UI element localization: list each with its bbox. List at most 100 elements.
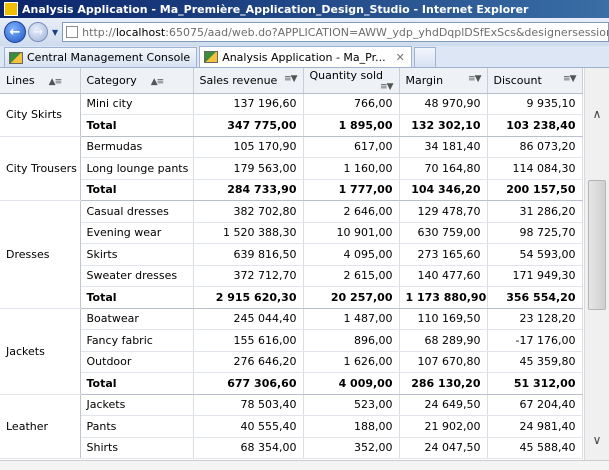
quantity-sold-cell[interactable]: 1 160,00 <box>303 157 400 180</box>
sales-revenue-cell[interactable]: 382 702,80 <box>193 200 304 223</box>
category-cell[interactable]: Shirts <box>80 437 194 459</box>
sales-revenue-cell[interactable]: 78 503,40 <box>193 394 304 416</box>
margin-cell[interactable]: 286 130,20 <box>399 372 488 395</box>
discount-cell[interactable]: 23 128,20 <box>487 308 583 330</box>
header-margin[interactable]: Margin ≡▼ <box>399 68 488 94</box>
history-dropdown-icon[interactable]: ▼ <box>52 27 59 37</box>
category-cell[interactable]: Sweater dresses <box>80 265 194 287</box>
sales-revenue-cell[interactable]: 155 616,00 <box>193 329 304 352</box>
line-cell[interactable]: Jackets <box>0 308 81 395</box>
forward-arrow-icon[interactable]: → <box>28 22 48 42</box>
discount-cell[interactable]: 45 588,40 <box>487 437 583 459</box>
discount-cell[interactable]: 54 593,00 <box>487 243 583 266</box>
category-cell[interactable]: Total <box>80 372 194 395</box>
new-tab-button[interactable] <box>413 47 436 67</box>
sales-revenue-cell[interactable]: 1 520 388,30 <box>193 222 304 244</box>
quantity-sold-cell[interactable]: 1 487,00 <box>303 308 400 330</box>
category-cell[interactable]: Evening wear <box>80 222 194 244</box>
scroll-down-icon[interactable]: ∨ <box>592 433 602 447</box>
margin-cell[interactable]: 21 902,00 <box>399 415 488 438</box>
margin-cell[interactable]: 110 169,50 <box>399 308 488 330</box>
margin-cell[interactable]: 129 478,70 <box>399 200 488 223</box>
sales-revenue-cell[interactable]: 284 733,90 <box>193 179 304 201</box>
margin-cell[interactable]: 68 289,90 <box>399 329 488 352</box>
discount-cell[interactable]: 24 981,40 <box>487 415 583 438</box>
discount-cell[interactable]: 51 312,00 <box>487 372 583 395</box>
header-lines[interactable]: Lines ▲≡ <box>0 68 81 94</box>
margin-cell[interactable]: 24 047,50 <box>399 437 488 459</box>
quantity-sold-cell[interactable]: 20 257,00 <box>303 286 400 309</box>
margin-cell[interactable]: 34 181,40 <box>399 136 488 158</box>
category-cell[interactable]: Mini city <box>80 93 194 115</box>
quantity-sold-cell[interactable]: 2 615,00 <box>303 265 400 287</box>
quantity-sold-cell[interactable]: 896,00 <box>303 329 400 352</box>
margin-cell[interactable]: 104 346,20 <box>399 179 488 201</box>
margin-cell[interactable]: 24 649,50 <box>399 394 488 416</box>
discount-cell[interactable]: 171 949,30 <box>487 265 583 287</box>
header-category[interactable]: Category ▲≡ <box>80 68 194 94</box>
tab-analysis-application[interactable]: Analysis Application - Ma_Pr... ✕ <box>199 46 412 67</box>
sort-icon[interactable]: ≡▼ <box>563 73 577 84</box>
category-cell[interactable]: Total <box>80 286 194 309</box>
category-cell[interactable]: Total <box>80 114 194 137</box>
margin-cell[interactable]: 630 759,00 <box>399 222 488 244</box>
quantity-sold-cell[interactable]: 10 901,00 <box>303 222 400 244</box>
discount-cell[interactable]: 9 935,10 <box>487 93 583 115</box>
sales-revenue-cell[interactable]: 40 555,40 <box>193 415 304 438</box>
quantity-sold-cell[interactable]: 617,00 <box>303 136 400 158</box>
margin-cell[interactable]: 107 670,80 <box>399 351 488 373</box>
category-cell[interactable]: Total <box>80 179 194 201</box>
quantity-sold-cell[interactable]: 1 895,00 <box>303 114 400 137</box>
margin-cell[interactable]: 1 173 880,90 <box>399 286 488 309</box>
margin-cell[interactable]: 132 302,10 <box>399 114 488 137</box>
line-cell[interactable]: City Skirts <box>0 93 81 137</box>
discount-cell[interactable]: 67 204,40 <box>487 394 583 416</box>
sales-revenue-cell[interactable]: 372 712,70 <box>193 265 304 287</box>
scroll-thumb[interactable] <box>588 180 606 310</box>
discount-cell[interactable]: 103 238,40 <box>487 114 583 137</box>
sales-revenue-cell[interactable]: 677 306,60 <box>193 372 304 395</box>
discount-cell[interactable]: 98 725,70 <box>487 222 583 244</box>
category-cell[interactable]: Outdoor <box>80 351 194 373</box>
sales-revenue-cell[interactable]: 2 915 620,30 <box>193 286 304 309</box>
back-arrow-icon[interactable]: ← <box>4 21 26 43</box>
category-cell[interactable]: Long lounge pants <box>80 157 194 180</box>
quantity-sold-cell[interactable]: 4 095,00 <box>303 243 400 266</box>
line-cell[interactable]: Leather <box>0 394 81 459</box>
quantity-sold-cell[interactable]: 2 646,00 <box>303 200 400 223</box>
quantity-sold-cell[interactable]: 1 626,00 <box>303 351 400 373</box>
discount-cell[interactable]: -17 176,00 <box>487 329 583 352</box>
margin-cell[interactable]: 70 164,80 <box>399 157 488 180</box>
header-quantity-sold[interactable]: Quantity sold ≡▼ <box>303 68 400 94</box>
vertical-scrollbar[interactable]: ∧ ∨ <box>584 68 609 460</box>
close-tab-icon[interactable]: ✕ <box>395 50 405 64</box>
sales-revenue-cell[interactable]: 137 196,60 <box>193 93 304 115</box>
discount-cell[interactable]: 45 359,80 <box>487 351 583 373</box>
sort-icon[interactable]: ▲≡ <box>150 76 165 87</box>
sales-revenue-cell[interactable]: 276 646,20 <box>193 351 304 373</box>
sales-revenue-cell[interactable]: 105 170,90 <box>193 136 304 158</box>
category-cell[interactable]: Bermudas <box>80 136 194 158</box>
quantity-sold-cell[interactable]: 766,00 <box>303 93 400 115</box>
category-cell[interactable]: Jackets <box>80 394 194 416</box>
quantity-sold-cell[interactable]: 352,00 <box>303 437 400 459</box>
discount-cell[interactable]: 31 286,20 <box>487 200 583 223</box>
address-input[interactable]: http://localhost:65075/aad/web.do?APPLIC… <box>62 22 609 42</box>
category-cell[interactable]: Skirts <box>80 243 194 266</box>
quantity-sold-cell[interactable]: 1 777,00 <box>303 179 400 201</box>
category-cell[interactable]: Casual dresses <box>80 200 194 223</box>
line-cell[interactable]: City Trousers <box>0 136 81 201</box>
margin-cell[interactable]: 48 970,90 <box>399 93 488 115</box>
category-cell[interactable]: Boatwear <box>80 308 194 330</box>
sort-icon[interactable]: ≡▼ <box>284 73 298 84</box>
discount-cell[interactable]: 200 157,50 <box>487 179 583 201</box>
sales-revenue-cell[interactable]: 68 354,00 <box>193 437 304 459</box>
quantity-sold-cell[interactable]: 523,00 <box>303 394 400 416</box>
quantity-sold-cell[interactable]: 188,00 <box>303 415 400 438</box>
line-cell[interactable]: Dresses <box>0 200 81 309</box>
sales-revenue-cell[interactable]: 245 044,40 <box>193 308 304 330</box>
margin-cell[interactable]: 140 477,60 <box>399 265 488 287</box>
header-sales-revenue[interactable]: Sales revenue ≡▼ <box>193 68 304 94</box>
scroll-up-icon[interactable]: ∧ <box>592 107 602 121</box>
discount-cell[interactable]: 114 084,30 <box>487 157 583 180</box>
